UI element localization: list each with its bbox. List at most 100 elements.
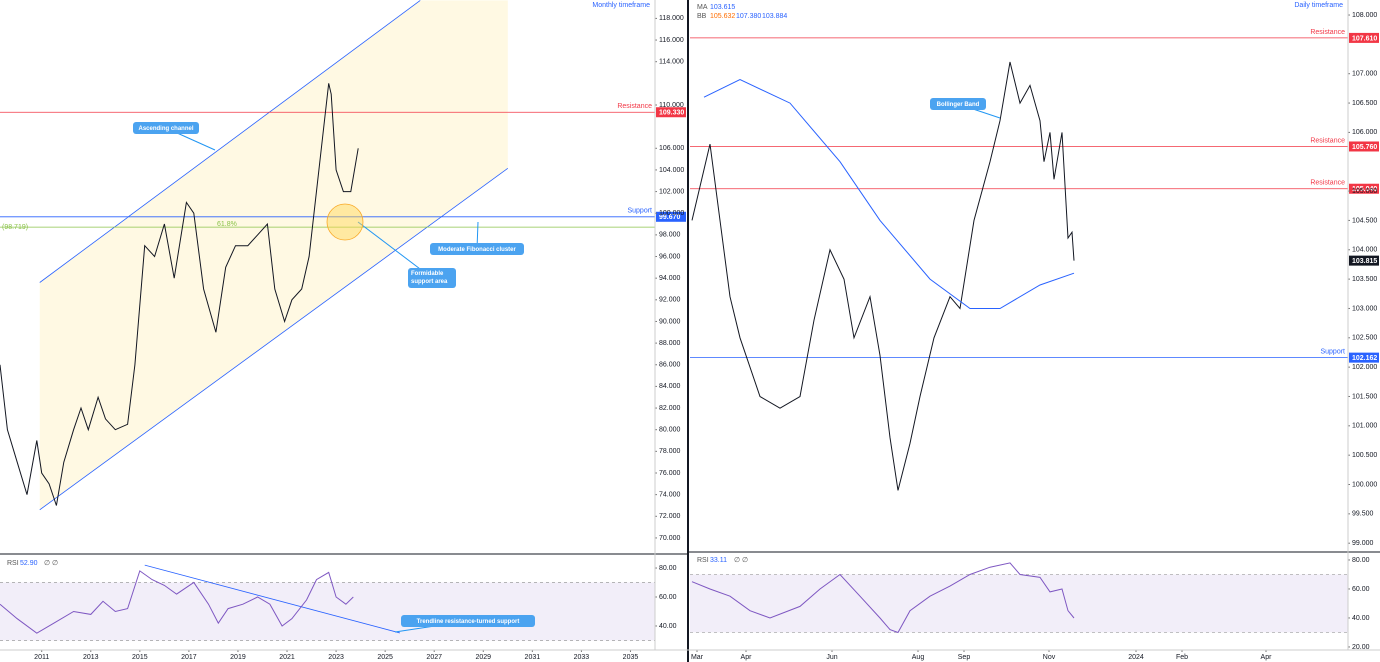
y-tick-label: 80.00 xyxy=(659,565,677,572)
rsi-band xyxy=(0,582,655,641)
level-label: 61.8% xyxy=(217,221,237,228)
y-tick-label: 40.00 xyxy=(1352,615,1370,622)
price-line xyxy=(703,79,1075,309)
price-line xyxy=(691,61,1075,491)
trendline xyxy=(39,0,421,283)
x-tick-label: Nov xyxy=(1043,654,1056,661)
callout-text: Bollinger Band xyxy=(937,102,980,108)
y-tick-label: 102.000 xyxy=(1352,364,1377,371)
trendline xyxy=(39,167,509,511)
y-tick-label: 103.500 xyxy=(1352,276,1377,283)
y-tick-label: 90.000 xyxy=(659,318,681,325)
price-tag-label: 109.330 xyxy=(659,110,684,117)
x-tick-label: Jun xyxy=(826,654,837,661)
level-label: Resistance xyxy=(1310,137,1345,144)
legend-value: 52.90 xyxy=(20,560,38,567)
price-tag xyxy=(1349,183,1379,194)
x-tick-label: Aug xyxy=(912,654,925,661)
panel xyxy=(0,564,655,641)
y-tick-label: 100.000 xyxy=(659,210,684,217)
price-tag xyxy=(1349,141,1379,152)
y-tick-label: 107.000 xyxy=(1352,71,1377,78)
legend-value: 103.884 xyxy=(762,13,787,20)
callout xyxy=(408,268,456,288)
price-tag-label: 103.815 xyxy=(1352,258,1377,265)
support-zone xyxy=(326,203,364,241)
x-tick-label: 2017 xyxy=(181,654,197,661)
price-line xyxy=(0,570,354,634)
y-tick-label: 101.000 xyxy=(1352,423,1377,430)
legend-value: 103.615 xyxy=(710,4,735,11)
y-tick-label: 20.00 xyxy=(1352,644,1370,651)
y-tick-label: 101.500 xyxy=(1352,393,1377,400)
y-tick-label: 104.500 xyxy=(1352,217,1377,224)
y-tick-label: 104.000 xyxy=(1352,247,1377,254)
price-tag-label: 105.040 xyxy=(1352,186,1377,193)
y-tick-label: 74.000 xyxy=(659,491,681,498)
callout-text: Moderate Fibonacci cluster xyxy=(438,247,516,253)
y-tick-label: 99.000 xyxy=(1352,540,1374,547)
level-label: Resistance xyxy=(617,103,652,110)
y-tick-label: 105.000 xyxy=(1352,188,1377,195)
panel xyxy=(690,37,1348,491)
y-tick-label: 70.000 xyxy=(659,535,681,542)
y-tick-label: 103.000 xyxy=(1352,305,1377,312)
y-tick-label: 118.000 xyxy=(659,15,684,22)
y-tick-label: 116.000 xyxy=(659,37,684,44)
y-tick-label: 102.500 xyxy=(1352,335,1377,342)
x-tick-label: 2015 xyxy=(132,654,148,661)
level-label: Resistance xyxy=(1310,180,1345,187)
x-tick-label: 2019 xyxy=(230,654,246,661)
y-tick-label: 80.000 xyxy=(659,427,681,434)
y-tick-label: 100.000 xyxy=(1352,481,1377,488)
legend-name: MA xyxy=(697,4,708,11)
level-tag: (98.719) xyxy=(2,224,28,231)
y-tick-label: 114.000 xyxy=(659,59,684,66)
x-tick-label: 2013 xyxy=(83,654,99,661)
x-tick-label: Feb xyxy=(1176,654,1188,661)
callout-text: Formidable support area xyxy=(411,271,448,285)
y-tick-label: 82.000 xyxy=(659,405,681,412)
level-label: Resistance xyxy=(1310,29,1345,36)
x-tick-label: 2033 xyxy=(574,654,590,661)
price-line xyxy=(691,562,1075,634)
legend-value: 107.380 xyxy=(736,13,761,20)
price-tag xyxy=(1349,352,1379,363)
x-tick-label: 2011 xyxy=(34,654,49,661)
price-tag-label: 99.670 xyxy=(659,214,681,221)
callout-text: Ascending channel xyxy=(138,126,193,132)
price-tag-label: 105.760 xyxy=(1352,144,1377,151)
y-tick-label: 106.500 xyxy=(1352,100,1377,107)
x-tick-label: 2021 xyxy=(279,654,295,661)
x-tick-label: Sep xyxy=(958,654,971,661)
callout xyxy=(430,243,524,255)
y-tick-label: 106.000 xyxy=(659,145,684,152)
callout-text: Trendline resistance-turned support xyxy=(417,619,520,625)
level-label: Support xyxy=(1320,348,1345,355)
x-tick-label: 2029 xyxy=(475,654,491,661)
price-tag xyxy=(1349,32,1379,43)
rsi-band xyxy=(690,574,1348,633)
callout-box: Formidable support area xyxy=(411,271,448,285)
price-tag-label: 102.162 xyxy=(1352,355,1377,362)
x-tick-label: 2023 xyxy=(328,654,344,661)
y-tick-label: 110.000 xyxy=(659,102,684,109)
legend-name: BB xyxy=(697,13,707,20)
y-tick-label: 98.000 xyxy=(659,232,681,239)
price-tag-label: 107.610 xyxy=(1352,35,1377,42)
timeframe: Monthly timeframe xyxy=(592,2,650,9)
y-tick-label: 99.500 xyxy=(1352,511,1374,518)
y-tick-label: 100.500 xyxy=(1352,452,1377,459)
x-tick-label: Mar xyxy=(691,654,704,661)
legend-value: 105.632 xyxy=(710,13,735,20)
legend-name: RSI xyxy=(697,557,709,564)
legend-extra: ∅ ∅ xyxy=(734,557,748,564)
callout xyxy=(401,615,535,627)
x-tick-label: 2035 xyxy=(623,654,639,661)
legend-name: RSI xyxy=(7,560,19,567)
level-label: Support xyxy=(627,208,652,215)
x-tick-label: 2027 xyxy=(426,654,442,661)
x-tick-label: 2025 xyxy=(377,654,393,661)
price-tag xyxy=(656,107,686,118)
